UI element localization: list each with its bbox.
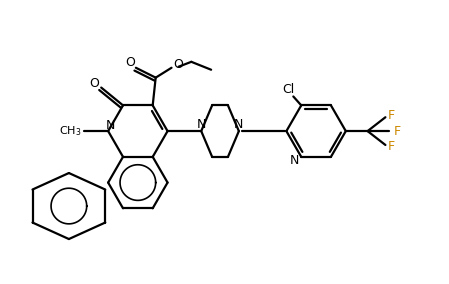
Text: N: N — [234, 118, 243, 131]
Text: F: F — [388, 141, 395, 153]
Text: N: N — [197, 118, 206, 131]
Text: F: F — [388, 109, 395, 122]
Text: O: O — [173, 58, 183, 71]
Text: O: O — [125, 56, 135, 69]
Text: N: N — [106, 119, 115, 132]
Text: O: O — [89, 77, 99, 90]
Text: Cl: Cl — [282, 83, 295, 96]
Text: F: F — [394, 125, 401, 138]
Text: N: N — [290, 154, 299, 167]
Text: CH$_3$: CH$_3$ — [59, 124, 81, 138]
